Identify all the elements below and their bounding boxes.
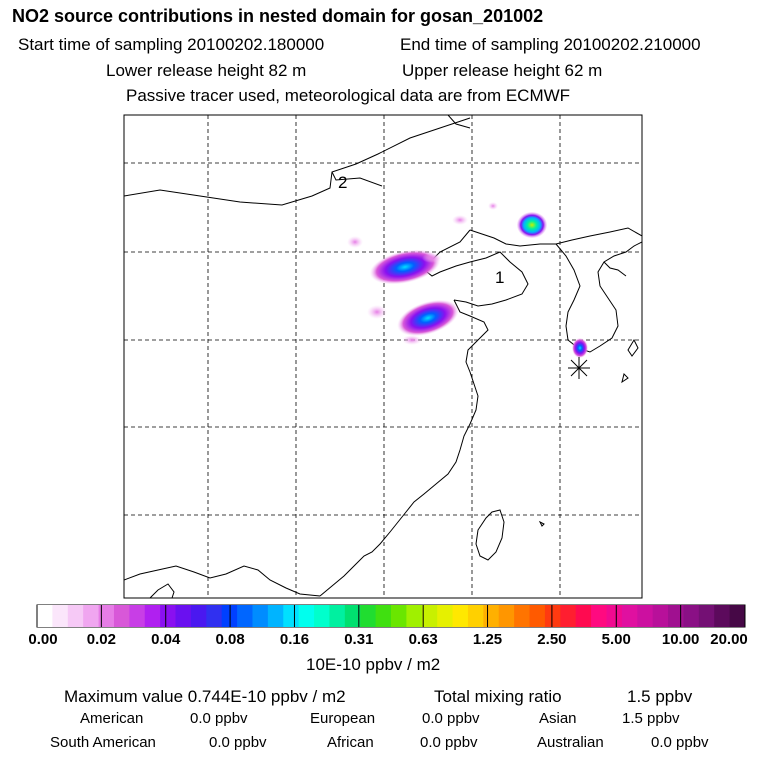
- source-region-name: African: [327, 734, 374, 751]
- colorbar-cell: [652, 605, 669, 627]
- colorbar-tick-label: 1.25: [472, 631, 503, 648]
- colorbar-cell: [190, 605, 207, 627]
- maximum-value-text: Maximum value 0.744E-10 ppbv / m2: [64, 687, 346, 706]
- end-time-text: End time of sampling 20100202.210000: [400, 35, 701, 54]
- colorbar-cell: [544, 605, 561, 627]
- colorbar-cell: [621, 605, 638, 627]
- source-region-value: 0.0 ppbv: [420, 734, 478, 751]
- graticule: [124, 115, 642, 598]
- source-region-value: 0.0 ppbv: [651, 734, 709, 751]
- region-label-1: 1: [495, 268, 504, 287]
- colorbar-cell: [421, 605, 438, 627]
- colorbar-dividers: [36, 605, 746, 627]
- concentration-plumes: [347, 202, 588, 358]
- colorbar-cell: [698, 605, 715, 627]
- colorbar-cell: [360, 605, 377, 627]
- colorbar-tick-label: 0.31: [344, 631, 374, 648]
- colorbar-tick-label: 0.08: [215, 631, 245, 648]
- colorbar-cell: [467, 605, 484, 627]
- upper-release-text: Upper release height 62 m: [402, 61, 603, 80]
- colorbar-units: 10E-10 ppbv / m2: [306, 655, 441, 674]
- colorbar-tick-label: 10.00: [661, 631, 700, 648]
- colorbar-cell: [37, 605, 53, 627]
- colorbar-cell: [606, 605, 623, 627]
- colorbar-cell: [375, 605, 392, 627]
- colorbar-cell: [452, 605, 469, 627]
- tracer-note-text: Passive tracer used, meteorological data…: [126, 86, 571, 105]
- colorbar-tick-label: 5.00: [601, 631, 631, 648]
- colorbar: [37, 605, 746, 627]
- lower-release-text: Lower release height 82 m: [106, 61, 307, 80]
- colorbar-cell: [344, 605, 361, 627]
- total-mixing-label: Total mixing ratio: [434, 687, 562, 706]
- colorbar-cell: [575, 605, 592, 627]
- colorbar-cell: [329, 605, 346, 627]
- colorbar-cell: [683, 605, 700, 627]
- colorbar-cell: [314, 605, 330, 627]
- colorbar-tick-label: 0.63: [408, 631, 438, 648]
- colorbar-cell: [406, 605, 423, 627]
- colorbar-tick-label: 0.16: [279, 631, 310, 648]
- colorbar-cell: [729, 605, 746, 627]
- colorbar-cell: [67, 605, 84, 627]
- colorbar-cell: [529, 605, 546, 627]
- source-region-name: European: [310, 710, 376, 727]
- colorbar-cell: [83, 605, 100, 627]
- source-region-name: American: [80, 710, 144, 727]
- colorbar-cell: [668, 605, 684, 627]
- colorbar-cell: [144, 605, 161, 627]
- region-label-2: 2: [338, 173, 347, 192]
- colorbar-tick-label: 2.50: [537, 631, 567, 648]
- colorbar-cell: [160, 605, 177, 627]
- colorbar-tick-label: 0.00: [28, 631, 58, 648]
- colorbar-cell: [267, 605, 284, 627]
- source-region-name: Australian: [537, 734, 604, 751]
- colorbar-cell: [637, 605, 654, 627]
- colorbar-cell: [714, 605, 731, 627]
- colorbar-cell: [483, 605, 500, 627]
- colorbar-tick-label: 20.00: [710, 631, 748, 648]
- receptor-star-marker: [568, 357, 590, 379]
- colorbar-cell: [591, 605, 607, 627]
- colorbar-cell: [175, 605, 192, 627]
- source-region-value: 0.0 ppbv: [209, 734, 267, 751]
- colorbar-cell: [98, 605, 115, 627]
- colorbar-cell: [560, 605, 577, 627]
- colorbar-cell: [283, 605, 300, 627]
- source-region-name: South American: [50, 734, 156, 751]
- total-mixing-value: 1.5 ppbv: [627, 687, 693, 706]
- colorbar-tick-label: 0.04: [151, 631, 181, 648]
- colorbar-cell: [252, 605, 269, 627]
- colorbar-cell: [206, 605, 223, 627]
- colorbar-cell: [113, 605, 130, 627]
- source-region-name: Asian: [539, 710, 577, 727]
- colorbar-cell: [514, 605, 531, 627]
- source-region-value: 0.0 ppbv: [190, 710, 248, 727]
- map-content: 2 1: [124, 115, 642, 598]
- source-region-value: 0.0 ppbv: [422, 710, 480, 727]
- colorbar-cell: [129, 605, 146, 627]
- figure-title: NO2 source contributions in nested domai…: [12, 6, 544, 26]
- map-frame: [123, 114, 643, 599]
- start-time-text: Start time of sampling 20100202.180000: [18, 35, 325, 54]
- colorbar-cell: [391, 605, 407, 627]
- colorbar-cell: [498, 605, 515, 627]
- colorbar-cell: [237, 605, 253, 627]
- colorbar-cell: [298, 605, 315, 627]
- source-region-value: 1.5 ppbv: [622, 710, 680, 727]
- colorbar-cell: [437, 605, 454, 627]
- colorbar-cell: [52, 605, 69, 627]
- colorbar-tick-label: 0.02: [86, 631, 116, 648]
